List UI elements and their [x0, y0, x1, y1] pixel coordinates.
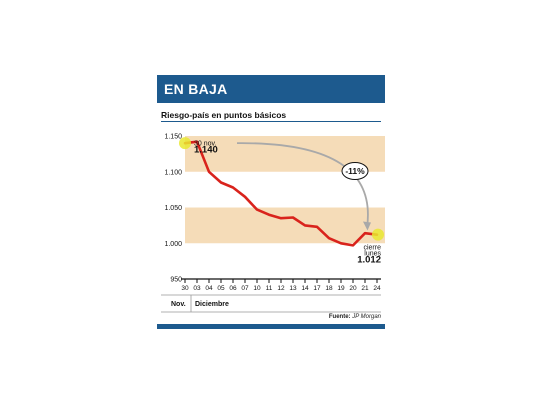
data-point-04 — [208, 170, 210, 173]
data-point-03 — [196, 140, 198, 143]
data-point-05 — [220, 181, 222, 184]
band-1 — [185, 207, 385, 244]
shaded-bands — [185, 136, 385, 244]
month-row: Nov. Diciembre — [161, 294, 381, 313]
x-tick-label: 07 — [241, 285, 249, 292]
x-tick-label: 11 — [266, 285, 273, 292]
y-tick-label: 1.100 — [164, 169, 182, 176]
chart-subtitle: Riesgo-país en puntos básicos — [161, 110, 287, 120]
data-point-18 — [328, 237, 330, 240]
end-marker — [372, 228, 384, 241]
data-point-12 — [280, 217, 282, 220]
x-axis-ticks: 30 03 04 05 06 07 10 11 12 13 14 17 18 19 20 21 24 — [181, 279, 381, 292]
data-point-07 — [244, 195, 246, 198]
y-tick-label: 1.000 — [164, 241, 182, 248]
x-tick-label: 18 — [325, 285, 333, 292]
data-point-06 — [232, 186, 234, 189]
source-name: JP Morgan — [352, 314, 381, 320]
end-label-line1: cierre — [363, 245, 381, 252]
change-arrow — [236, 142, 369, 228]
x-tick-label: 17 — [313, 285, 321, 292]
data-point-10 — [256, 208, 258, 211]
bottom-rule — [157, 324, 385, 329]
end-label-line2: lunes — [364, 250, 381, 257]
y-tick-label: 1.150 — [164, 134, 182, 141]
y-axis-ticks: 1.150 1.100 1.050 1.000 950 — [164, 134, 182, 284]
data-point-13 — [292, 216, 294, 219]
x-tick-label: 14 — [301, 285, 309, 292]
change-arrowhead — [363, 221, 371, 231]
y-tick-label: 950 — [170, 277, 182, 284]
x-tick-label: 30 — [181, 285, 189, 292]
start-marker — [179, 137, 191, 150]
start-date-label: 30 nov. — [194, 140, 216, 147]
title-banner: EN BAJA — [157, 75, 385, 103]
x-tick-label: 10 — [253, 285, 261, 292]
x-tick-label: 19 — [337, 285, 345, 292]
chart-title: EN BAJA — [164, 81, 228, 97]
x-tick-label: 05 — [217, 285, 225, 292]
x-tick-label: 04 — [205, 285, 213, 292]
data-point-17 — [316, 225, 318, 228]
change-badge — [341, 162, 369, 181]
x-tick-label: 21 — [361, 285, 369, 292]
x-tick-label: 03 — [193, 285, 201, 292]
subtitle-rule — [161, 121, 381, 122]
source-note: Fuente: JP Morgan — [329, 314, 381, 320]
line-chart: 1.150 1.100 1.050 1.000 950 30 03 04 05 06 07 10 11… — [161, 134, 385, 313]
x-tick-label: 24 — [373, 285, 381, 292]
data-point-14 — [304, 224, 306, 227]
y-tick-label: 1.050 — [164, 205, 182, 212]
month-label-nov: Nov. — [171, 301, 186, 308]
x-tick-label: 13 — [289, 285, 297, 292]
change-label: -11% — [345, 166, 365, 176]
source-label: Fuente: — [328, 314, 351, 320]
end-value-label: 1.012 — [357, 255, 381, 266]
month-label-dic: Diciembre — [195, 301, 229, 308]
data-point-19 — [340, 242, 342, 245]
x-tick-label: 12 — [277, 285, 285, 292]
data-point-20 — [352, 244, 354, 247]
data-point-21 — [364, 232, 366, 235]
data-point-11 — [268, 213, 270, 216]
x-tick-label: 06 — [229, 285, 237, 292]
chart-card: EN BAJA Riesgo-país en puntos básicos 1.… — [157, 75, 385, 329]
start-value-label: 1.140 — [194, 144, 218, 155]
x-tick-label: 20 — [349, 285, 357, 292]
